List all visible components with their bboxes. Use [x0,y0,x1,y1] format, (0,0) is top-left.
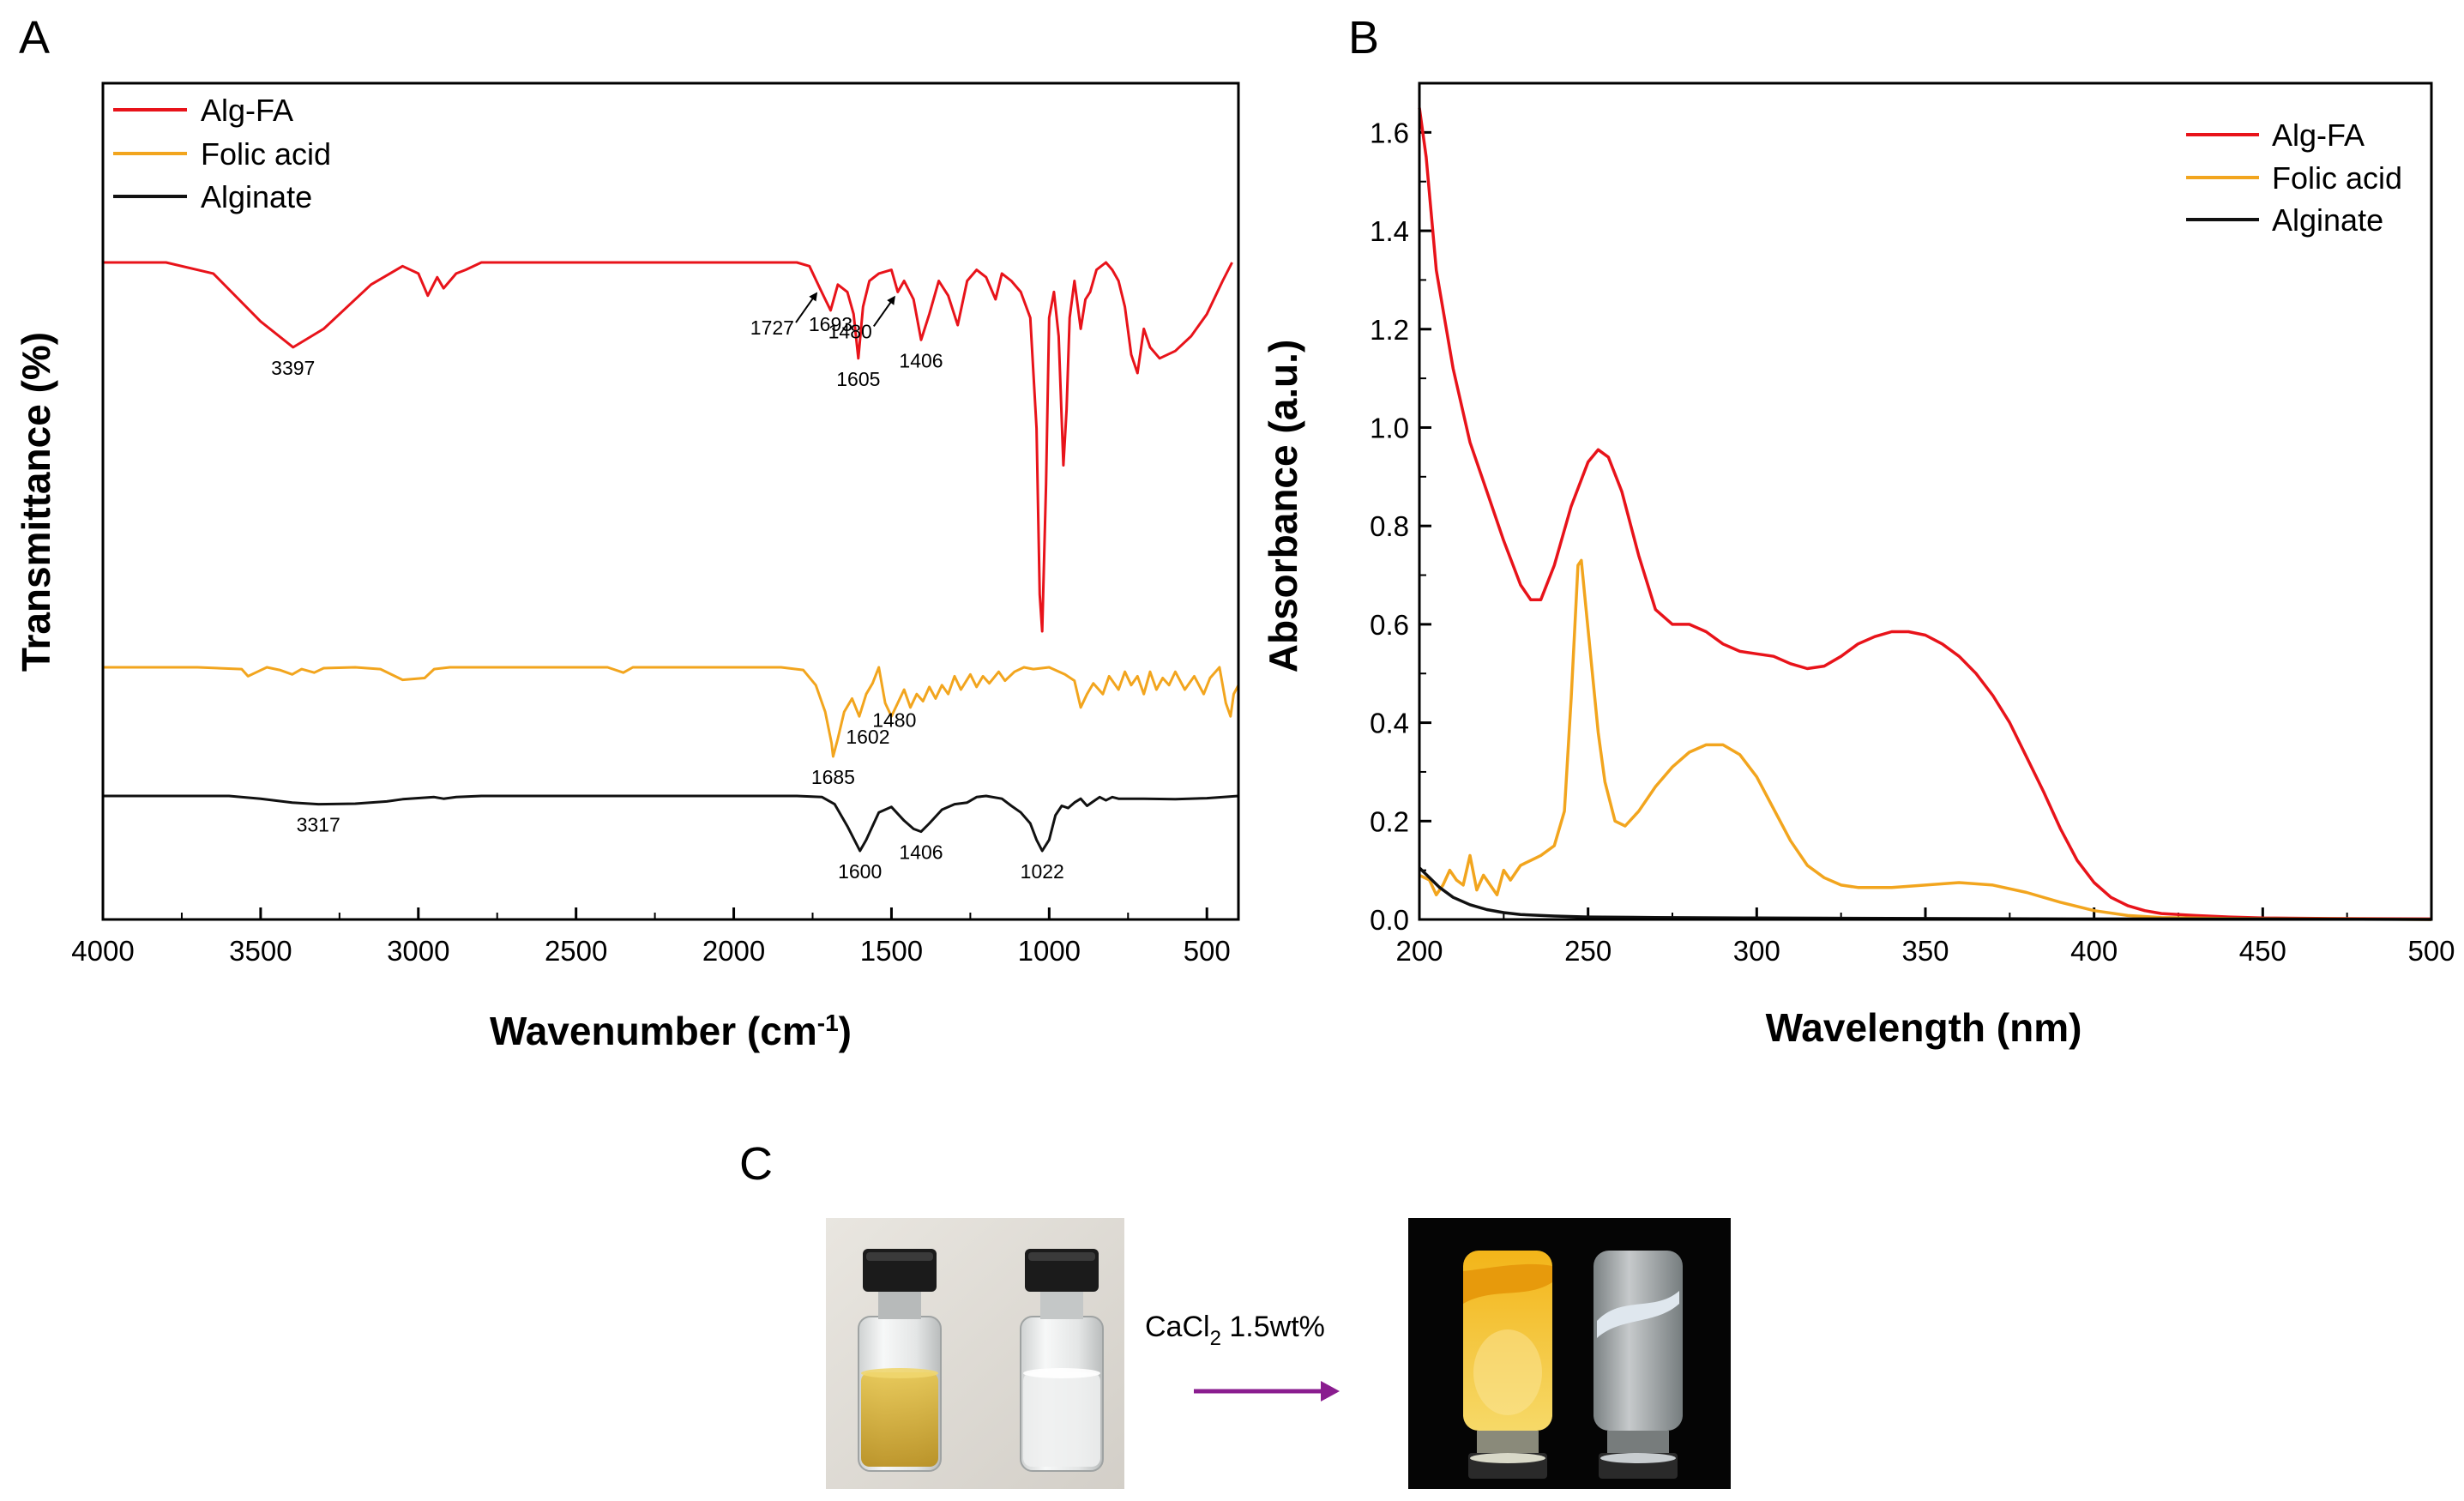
panel-a-ylabel: Transmittance (%) [14,332,58,672]
panel-b-ylabel: Absorbance (a.u.) [1261,340,1305,673]
panel-a-frame [101,81,1240,921]
panel-b-frame [1418,81,2433,921]
panel-label-c: C [739,1138,773,1190]
panel-a-peak-label: 3317 [297,814,340,836]
panel-a-line-alginate [103,794,1239,853]
vials-before-photo [826,1218,1124,1489]
treatment-arrowhead [1321,1381,1340,1402]
legend-label-folic-acid: Folic acid [201,136,331,172]
panel-b-line-alg-fa [1418,107,2432,921]
panel-b-line-folic-acid [1419,558,2432,921]
panel-a-peak-label: 1480 [828,320,872,342]
panel-a-peak-label: 3397 [271,357,315,379]
panel-a-peak-arrow [795,292,818,323]
vials-after-photo [1408,1218,1731,1489]
panel-b-ticks: 200 250 300 350 400 450 500 0.0 0.2 0.4 0.6 0.8 1.0 1… [1370,82,2455,967]
panel-a-xtick-label: 500 [1184,935,1231,967]
panel-a-xtick-label: 2500 [545,935,607,967]
legend-label-alginate: Alginate [201,179,312,214]
panel-b-xtick-label: 400 [2070,935,2118,967]
panel-a-line-folic-acid [103,666,1240,758]
panel-b-legend: Alg-FA Folic acid Alginate [2186,118,2402,238]
panel-b: B Absorbance (a.u.) Wavelength (nm) 200 2… [1261,12,2455,1050]
panel-b-xtick-label: 300 [1733,935,1780,967]
panel-b-xtick-label: 200 [1395,935,1443,967]
panel-c: C CaCl2 1.5wt% [739,1138,1731,1489]
panel-label-b: B [1348,12,1379,63]
legend-label-folic-acid: Folic acid [2272,160,2402,196]
panel-a-xtick-label: 3500 [229,935,292,967]
legend-label-alginate: Alginate [2272,202,2383,238]
panel-a-xlabel: Wavenumber (cm-1) [490,1009,852,1053]
panel-b-xtick-label: 250 [1564,935,1612,967]
panel-a-xtick-label: 4000 [71,935,134,967]
panel-a: A Transmittance (%) Wavenumber (cm-1) 40… [14,12,1240,1053]
panel-a-line-alg-fa [103,261,1233,633]
panel-b-ytick-label: 0.6 [1370,609,1409,641]
panel-a-peak-label: 1406 [899,841,943,864]
panel-b-ytick-label: 0.0 [1370,904,1409,936]
panel-b-ytick-label: 0.4 [1370,708,1409,739]
panel-b-xtick-label: 350 [1901,935,1949,967]
panel-b-xtick-label: 450 [2239,935,2286,967]
panel-b-ytick-label: 1.2 [1370,314,1409,346]
panel-a-xtick-label: 2000 [702,935,765,967]
panel-b-xlabel: Wavelength (nm) [1766,1005,2082,1050]
treatment-label: CaCl2 1.5wt% [1145,1311,1325,1350]
panel-a-xtick-label: 1000 [1018,935,1081,967]
legend-label-alg-fa: Alg-FA [2272,118,2365,153]
panel-b-ytick-label: 1.4 [1370,215,1409,247]
panel-b-ytick-label: 0.8 [1370,510,1409,542]
panel-label-a: A [19,12,50,63]
panel-a-xtick-label: 3000 [387,935,449,967]
panel-a-peak-label: 1480 [872,709,916,732]
panel-b-ytick-label: 1.6 [1370,117,1409,148]
panel-a-series [103,261,1240,853]
panel-a-legend: Alg-FA Folic acid Alginate [113,93,331,214]
panel-a-peak-label: 1685 [811,766,855,788]
panel-a-peak-label: 1605 [836,368,880,390]
panel-b-ytick-label: 0.2 [1370,805,1409,837]
panel-a-peak-label: 1600 [838,860,882,883]
legend-label-alg-fa: Alg-FA [201,93,293,128]
panel-a-xticks: 4000 3500 3000 2500 2000 1500 1000 500 [71,907,1231,967]
panel-a-xtick-label: 1500 [860,935,923,967]
panel-a-peak-label: 1693 [809,313,852,335]
panel-a-peak-label: 1727 [750,316,794,339]
panel-a-peak-label: 1602 [846,726,889,748]
panel-b-ytick-label: 1.0 [1370,412,1409,443]
panel-a-peak-label: 1022 [1021,860,1064,883]
panel-a-peak-label: 1406 [899,349,943,371]
panel-a-peak-arrow [872,295,895,327]
panel-b-xtick-label: 500 [2407,935,2455,967]
